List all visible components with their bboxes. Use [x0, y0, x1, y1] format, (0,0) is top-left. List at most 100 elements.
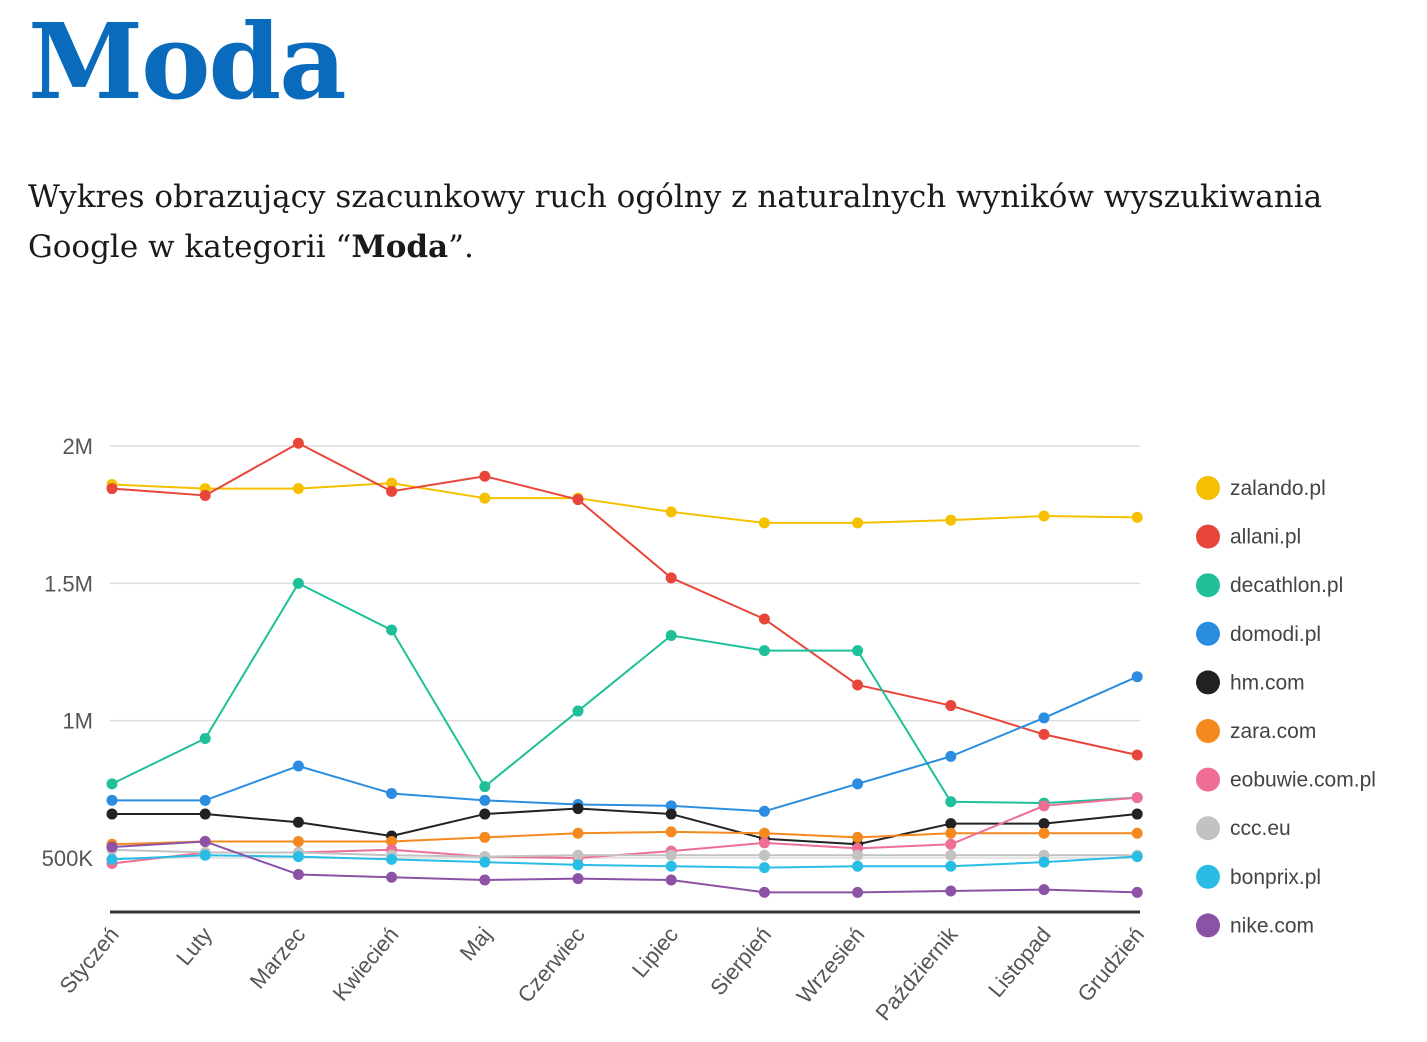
data-point [199, 849, 211, 861]
data-point [106, 778, 118, 790]
legend-label: hm.com [1230, 671, 1305, 694]
data-point [292, 483, 304, 495]
x-tick-label: Czerwiec [513, 922, 590, 1007]
legend-item: zalando.pl [1196, 476, 1326, 500]
data-point [945, 860, 957, 872]
data-point [479, 874, 491, 886]
x-tick-label: Styczeń [54, 922, 123, 998]
series-allani-pl [106, 437, 1143, 761]
legend-item: hm.com [1196, 670, 1305, 695]
legend-label: zara.com [1230, 720, 1316, 743]
y-tick-label: 1.5M [44, 571, 93, 596]
series-zalando-pl [106, 477, 1143, 529]
data-point [199, 808, 211, 820]
grid-lines [110, 445, 1140, 859]
data-point [572, 849, 584, 861]
data-point [292, 851, 304, 863]
data-point [758, 645, 770, 657]
x-tick-label: Sierpień [705, 922, 776, 1000]
legend-item: ccc.eu [1196, 816, 1291, 841]
data-point [106, 808, 118, 820]
data-point [852, 645, 864, 657]
data-point [1131, 671, 1143, 683]
data-point [852, 886, 864, 898]
data-point [386, 787, 398, 799]
data-point [758, 805, 770, 817]
data-point [386, 485, 398, 497]
data-point [292, 577, 304, 589]
series-decathlon-pl [106, 577, 1143, 809]
data-point [1038, 728, 1050, 740]
series-line [111, 830, 1138, 846]
data-point [945, 827, 957, 839]
legend-label: zalando.pl [1230, 477, 1326, 500]
data-point [665, 808, 677, 820]
data-point [665, 826, 677, 838]
data-point [758, 827, 770, 839]
legend-swatch [1196, 816, 1220, 841]
data-point [1131, 792, 1143, 804]
data-point [479, 492, 491, 504]
legend-label: decathlon.pl [1230, 574, 1343, 597]
data-point [572, 827, 584, 839]
data-point [292, 760, 304, 772]
legend-swatch [1196, 524, 1220, 549]
data-point [199, 794, 211, 806]
data-point [758, 613, 770, 625]
legend-item: zara.com [1196, 719, 1316, 743]
series-domodi-pl [106, 671, 1143, 817]
data-point [945, 849, 957, 861]
data-point [479, 808, 491, 820]
data-point [1038, 510, 1050, 522]
data-point [665, 506, 677, 518]
series-line [111, 482, 1138, 524]
legend-label: ccc.eu [1230, 817, 1291, 840]
legend-item: decathlon.pl [1196, 573, 1343, 598]
data-point [665, 800, 677, 812]
series-line [111, 854, 1138, 869]
y-tick-label: 1M [62, 709, 93, 734]
series-bonprix-pl [106, 849, 1143, 874]
legend-swatch [1196, 913, 1220, 938]
series-nike-com [106, 836, 1143, 898]
data-point [199, 836, 211, 848]
series-line [111, 848, 1138, 858]
data-point [852, 517, 864, 529]
data-point [479, 831, 491, 843]
legend-label: domodi.pl [1230, 623, 1321, 646]
data-point [199, 489, 211, 501]
data-point [479, 781, 491, 793]
x-tick-label: Wrzesień [792, 922, 870, 1008]
series-line [112, 675, 1138, 813]
data-point [386, 836, 398, 848]
data-point [665, 874, 677, 886]
data-point [852, 831, 864, 843]
x-axis-ticks: Styczeń Luty Marzec Kwiecień Maj Czerwiec Lipi… [54, 921, 1149, 1025]
description-category: Moda [351, 229, 449, 265]
data-point [199, 733, 211, 745]
x-tick-label: Lipiec [627, 922, 683, 982]
legend-item: bonprix.pl [1196, 864, 1321, 889]
data-point [758, 886, 770, 898]
data-point [479, 856, 491, 868]
data-point [665, 849, 677, 861]
legend-label: allani.pl [1230, 526, 1301, 549]
x-tick-label: Maj [455, 922, 497, 965]
data-point [106, 794, 118, 806]
legend: zalando.pl allani.pl decathlon.pl domodi.pl… [1196, 476, 1376, 938]
y-axis-ticks: 2M 1.5M 1M 500K [42, 434, 94, 871]
legend-swatch [1196, 864, 1220, 889]
data-point [945, 700, 957, 712]
data-point [572, 494, 584, 506]
legend-item: nike.com [1196, 913, 1314, 938]
data-point [945, 818, 957, 830]
data-point [1038, 884, 1050, 896]
legend-swatch [1196, 573, 1220, 598]
data-point [572, 873, 584, 885]
legend-label: eobuwie.com.pl [1230, 769, 1376, 792]
data-point [572, 803, 584, 815]
data-point [386, 853, 398, 865]
data-point [665, 630, 677, 642]
data-point [1038, 800, 1050, 812]
